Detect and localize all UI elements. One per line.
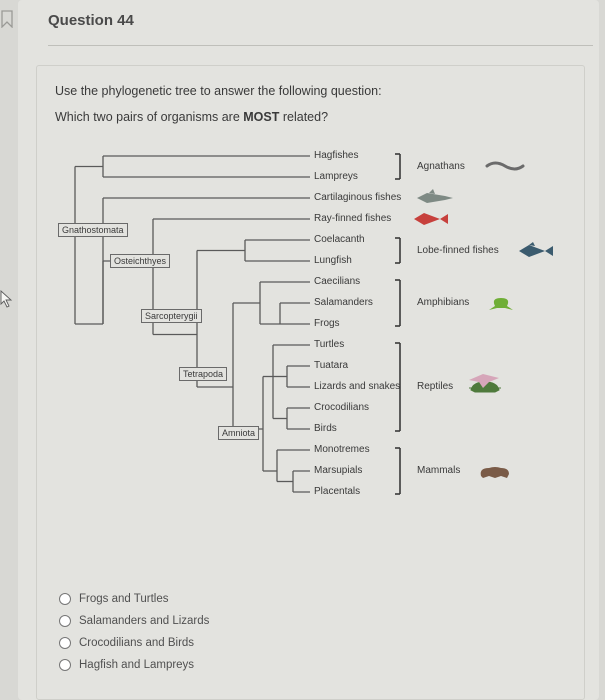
tree-node-label: Gnathostomata <box>58 223 128 237</box>
answer-radio[interactable] <box>59 659 71 671</box>
answer-options: Frogs and Turtles Salamanders and Lizards… <box>59 583 209 681</box>
tree-tip: Hagfishes <box>314 150 358 161</box>
divider <box>48 45 593 46</box>
answer-option[interactable]: Frogs and Turtles <box>59 593 209 605</box>
answer-label: Hagfish and Lampreys <box>79 659 194 671</box>
answer-radio[interactable] <box>59 637 71 649</box>
bookmark-icon[interactable] <box>0 10 14 28</box>
prompt-line-1: Use the phylogenetic tree to answer the … <box>55 84 566 98</box>
tree-tip: Lampreys <box>314 171 358 182</box>
tree-tip: Lizards and snakes <box>314 381 400 392</box>
tree-tip: Tuatara <box>314 360 348 371</box>
tree-tip: Caecilians <box>314 276 360 287</box>
answer-label: Salamanders and Lizards <box>79 615 209 627</box>
tree-tip: Marsupials <box>314 465 362 476</box>
prompt-line-2: Which two pairs of organisms are MOST re… <box>55 110 566 124</box>
tree-node-label: Tetrapoda <box>179 367 227 381</box>
tree-tip: Monotremes <box>314 444 370 455</box>
tree-tip: Coelacanth <box>314 234 365 245</box>
cursor-icon <box>0 290 14 315</box>
tree-node-label: Amniota <box>218 426 259 440</box>
answer-radio[interactable] <box>59 593 71 605</box>
answer-option[interactable]: Salamanders and Lizards <box>59 615 209 627</box>
answer-label: Frogs and Turtles <box>79 593 168 605</box>
tree-tip: Birds <box>314 423 337 434</box>
tree-tip: Ray-finned fishes <box>314 213 391 224</box>
tree-group-label: Lobe-finned fishes <box>417 245 499 256</box>
tree-tip: Placentals <box>314 486 360 497</box>
answer-radio[interactable] <box>59 615 71 627</box>
question-panel: Question 44 Use the phylogenetic tree to… <box>18 0 599 700</box>
tree-tip: Lungfish <box>314 255 352 266</box>
tree-group-label: Mammals <box>417 465 460 476</box>
tree-tip: Turtles <box>314 339 344 350</box>
prompt-prefix: Which two pairs of organisms are <box>55 110 243 124</box>
answer-option[interactable]: Crocodilians and Birds <box>59 637 209 649</box>
tree-tip: Cartilaginous fishes <box>314 192 401 203</box>
question-body: Use the phylogenetic tree to answer the … <box>36 65 585 700</box>
tree-tip: Frogs <box>314 318 340 329</box>
prompt-suffix: related? <box>279 110 328 124</box>
tree-tip: Crocodilians <box>314 402 369 413</box>
tree-tip: Salamanders <box>314 297 373 308</box>
tree-group-label: Reptiles <box>417 381 453 392</box>
tree-node-label: Osteichthyes <box>110 254 170 268</box>
phylogenetic-tree: Hagfishes Lampreys Cartilaginous fishes Ray… <box>55 142 575 522</box>
answer-label: Crocodilians and Birds <box>79 637 194 649</box>
tree-group-label: Amphibians <box>417 297 469 308</box>
prompt-emphasis: MOST <box>243 110 279 124</box>
question-header: Question 44 <box>48 12 134 29</box>
tree-group-label: Agnathans <box>417 161 465 172</box>
answer-option[interactable]: Hagfish and Lampreys <box>59 659 209 671</box>
tree-node-label: Sarcopterygii <box>141 309 202 323</box>
